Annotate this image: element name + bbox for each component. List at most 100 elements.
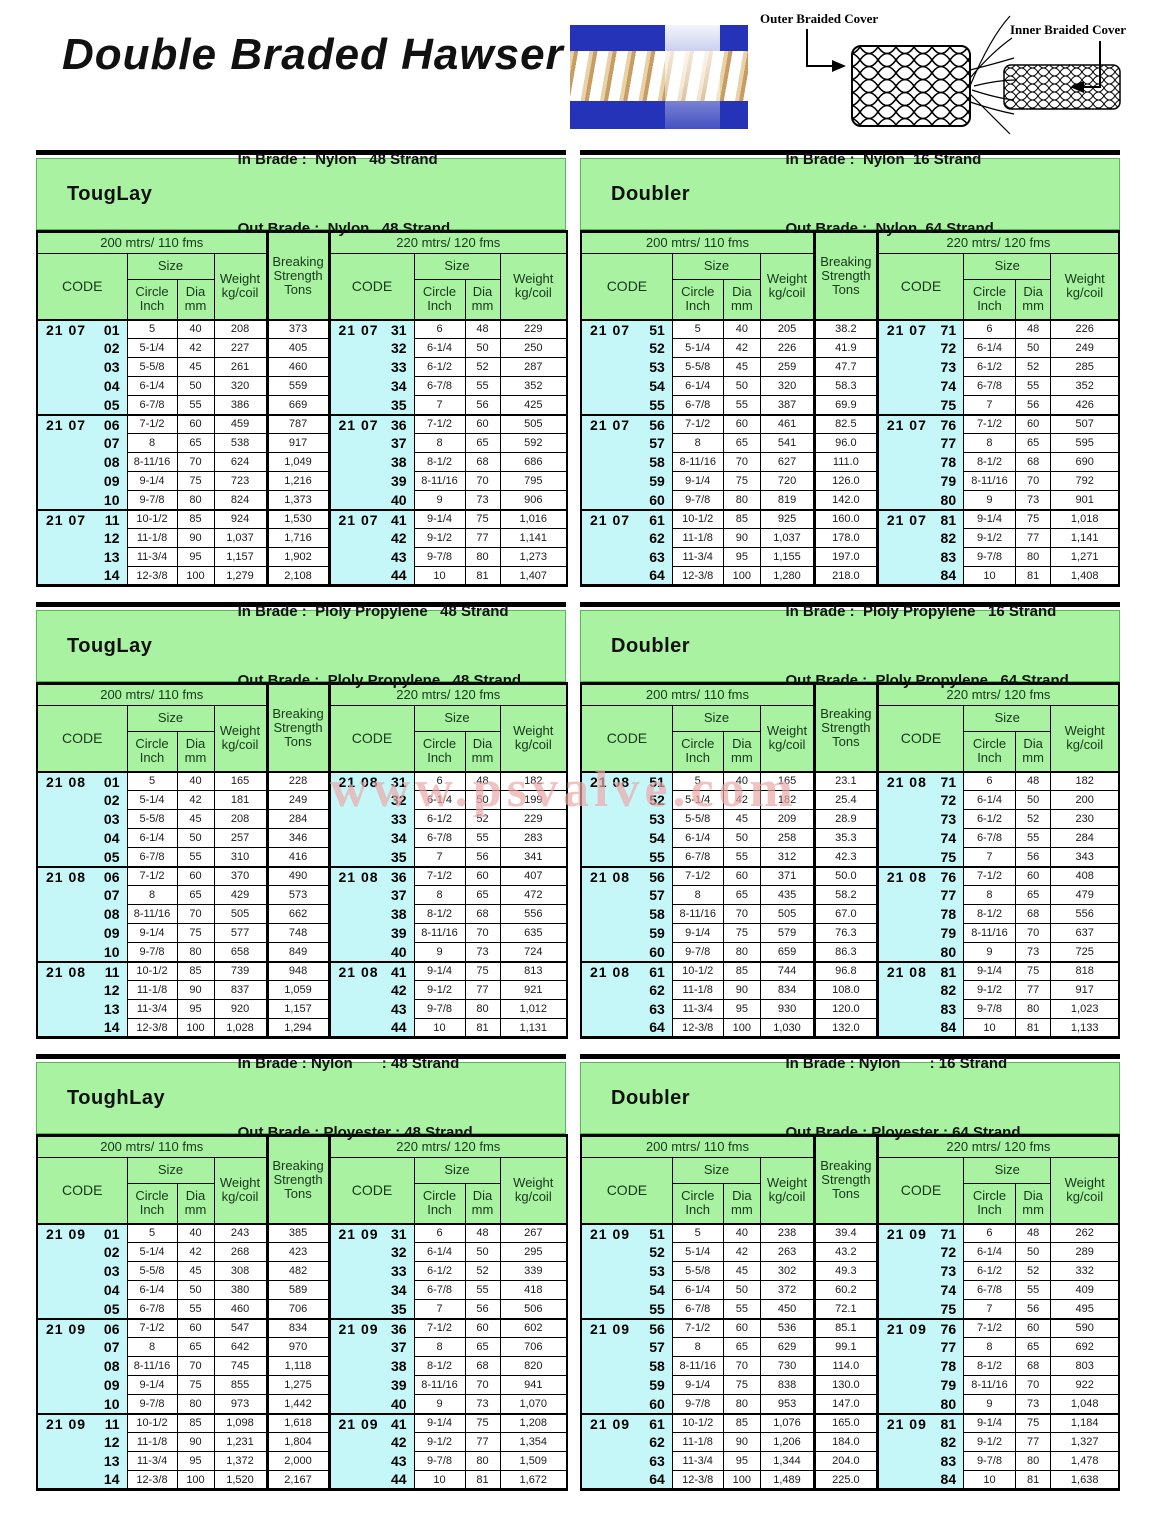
weight-cell: 472 [499,885,568,905]
breaking-strength-cell: 142.0 [812,490,879,510]
code-cell: 83 [876,547,965,567]
breaking-strength-cell: 23.1 [812,770,879,791]
code-suffix: 10 [103,491,120,508]
circle-inch-cell: 9-1/4 [413,1412,466,1433]
weight-cell: 659 [760,942,815,962]
dia-mm-cell: 40 [722,1222,762,1243]
circle-inch-cell: 6-7/8 [126,847,178,867]
table-row: 14 12-3/8 100 1,028 1,294 44 10 81 1,131 [36,1018,568,1038]
code-suffix: 54 [649,830,665,846]
dia-mm-cell: 56 [464,395,501,415]
breaking-strength-header: Breaking Strength Tons [265,231,331,320]
breaking-strength-cell: 85.1 [812,1317,879,1338]
code-prefix: 21 08 [590,868,631,885]
circle-inch-cell: 6 [963,770,1016,791]
code-suffix: 39 [390,473,407,489]
weight-cell: 1,407 [499,566,568,586]
code-suffix: 64 [649,1019,665,1036]
product-name: Doubler [611,182,691,205]
dia-mm-cell: 65 [464,885,501,905]
table-row: 55 6-7/8 55 387 69.9 75 7 56 426 [580,395,1120,415]
weight-header: Weight kg/coil [760,705,815,772]
weight-cell: 556 [499,904,568,924]
circle-inch-cell: 6-1/2 [413,809,466,829]
code-cell: 75 [876,395,965,415]
weight-cell: 1,037 [760,528,815,548]
code-cell: 12 [36,528,128,548]
weight-cell: 425 [499,395,568,415]
code-suffix: 77 [940,1339,957,1355]
dia-mm-cell: 50 [464,790,501,810]
weight-cell: 745 [213,1356,268,1376]
code-cell: 21 07 11 [36,508,128,529]
code-suffix: 73 [940,811,957,827]
product-name: ToughLay [67,1086,166,1109]
circle-inch-cell: 6-1/2 [963,1261,1016,1281]
dia-mm-header: Dia mm [1014,1183,1052,1225]
code-cell: 55 [580,395,673,415]
circle-inch-cell: 6-1/4 [671,1280,724,1300]
code-cell: 21 09 01 [36,1222,128,1243]
dia-mm-cell: 95 [722,547,762,567]
table-row: 53 5-5/8 45 302 49.3 73 6-1/2 52 332 [580,1261,1120,1281]
breaking-strength-cell: 748 [265,923,331,943]
breaking-strength-header: Breaking Strength Tons [812,231,879,320]
code-suffix: 13 [103,1453,120,1469]
circle-inch-cell: 6-1/4 [963,338,1016,358]
weight-cell: 720 [760,471,815,491]
dia-mm-cell: 55 [176,395,215,415]
code-suffix: 41 [390,511,407,528]
dia-mm-cell: 55 [722,395,762,415]
dia-mm-cell: 60 [722,413,762,434]
weight-cell: 386 [213,395,268,415]
brade-spec: In Brade : Nylon 48 Strand Out Brade : N… [238,101,565,287]
code-prefix: 21 09 [338,1320,379,1337]
code-suffix: 83 [940,1001,957,1017]
code-suffix: 54 [649,378,665,394]
weight-cell: 238 [760,1222,815,1243]
weight-cell: 295 [499,1242,568,1262]
circle-inch-header: Circle Inch [413,279,466,321]
dia-mm-cell: 45 [176,357,215,377]
dia-mm-cell: 55 [176,1299,215,1319]
weight-header: Weight kg/coil [760,1157,815,1224]
code-cell: 43 [328,1451,415,1471]
circle-inch-cell: 9-1/2 [413,980,466,1000]
code-cell: 35 [328,847,415,867]
code-suffix: 12 [103,530,120,546]
circle-inch-cell: 11-1/8 [671,528,724,548]
dia-mm-cell: 85 [722,508,762,529]
weight-header: Weight kg/coil [213,253,268,320]
out-brade-line: Out Brade : Ploly Propylene 48 Strand [237,672,522,690]
circle-inch-cell: 5-5/8 [671,357,724,377]
code-suffix: 80 [940,1395,957,1412]
code-suffix: 73 [940,359,957,375]
code-prefix: 21 08 [886,868,927,885]
dia-mm-cell: 42 [722,1242,762,1262]
code-suffix: 60 [649,943,665,960]
dia-mm-cell: 52 [464,809,501,829]
dia-mm-cell: 75 [1014,508,1052,529]
circle-inch-cell: 6-7/8 [671,395,724,415]
code-cell: 10 [36,942,128,962]
code-suffix: 33 [390,1263,407,1279]
dia-mm-cell: 65 [464,433,501,453]
code-suffix: 56 [649,868,665,885]
weight-cell: 906 [499,490,568,510]
code-suffix: 64 [649,567,665,584]
spec-table-1-touglay: TougLay In Brade : Nylon 48 Strand Out B… [36,150,569,587]
code-cell: 08 [36,904,128,924]
code-cell: 63 [580,1451,673,1471]
circle-inch-cell: 7-1/2 [126,865,178,886]
code-cell: 32 [328,790,415,810]
circle-inch-cell: 12-3/8 [126,1018,178,1038]
code-suffix: 53 [649,1263,665,1279]
code-cell: 03 [36,357,128,377]
weight-header: Weight kg/coil [1050,1157,1120,1224]
dia-mm-cell: 52 [464,357,501,377]
dia-mm-cell: 80 [722,490,762,510]
table-row: 21 09 11 10-1/2 85 1,098 1,618 21 09 41 9-… [36,1412,568,1433]
weight-cell: 1,273 [499,547,568,567]
weight-cell: 1,155 [760,547,815,567]
weight-cell: 658 [213,942,268,962]
